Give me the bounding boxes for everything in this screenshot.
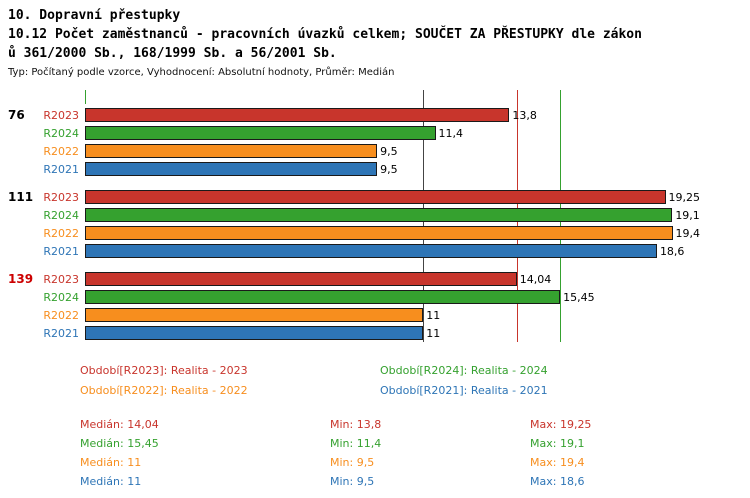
bar-area: 18,6	[85, 244, 700, 258]
bar-row: R2022 9,5	[0, 142, 750, 160]
bar-area: 19,4	[85, 226, 700, 240]
bar	[85, 162, 378, 176]
series-label: R2021	[43, 162, 79, 176]
group-label: 111	[8, 190, 34, 204]
stat-median: Medián: 14,04	[80, 418, 159, 431]
bar-group-139: 139 R2023 14,04 R2024 15,45 R2022 11 R20…	[0, 270, 750, 342]
bar	[85, 326, 424, 340]
bar-row: R2021 18,6	[0, 242, 750, 260]
legend-item-r2022: Období[R2022]: Realita - 2022	[80, 384, 248, 397]
series-label: R2023	[43, 190, 79, 204]
stat-min: Min: 11,4	[330, 437, 382, 450]
stat-min: Min: 9,5	[330, 475, 375, 488]
bar-row: R2024 11,4	[0, 124, 750, 142]
bar-row: R2021 9,5	[0, 160, 750, 178]
bar	[85, 108, 510, 122]
legend-item-r2023: Období[R2023]: Realita - 2023	[80, 364, 248, 377]
bar-row: R2022 19,4	[0, 224, 750, 242]
stat-median: Medián: 11	[80, 475, 142, 488]
bar-area: 9,5	[85, 144, 700, 158]
series-label: R2022	[43, 308, 79, 322]
bar-value-label: 11	[426, 326, 441, 340]
bar-area: 11	[85, 326, 700, 340]
series-label: R2022	[43, 226, 79, 240]
axis-start-tick	[85, 90, 86, 104]
legend: Období[R2023]: Realita - 2023 Období[R20…	[80, 362, 750, 399]
bar-area: 11	[85, 308, 700, 322]
bar-row: R2024 15,45	[0, 288, 750, 306]
bar-value-label: 19,1	[675, 208, 700, 222]
bar-value-label: 9,5	[380, 162, 398, 176]
bar-row: R2023 13,8	[0, 106, 750, 124]
bar-area: 19,1	[85, 208, 700, 222]
stat-min: Min: 13,8	[330, 418, 382, 431]
bar-group-76: 76 R2023 13,8 R2024 11,4 R2022 9,5 R2021	[0, 106, 750, 178]
group-label: 76	[8, 108, 25, 122]
bar-area: 11,4	[85, 126, 700, 140]
bar-row: R2024 19,1	[0, 206, 750, 224]
stat-max: Max: 19,1	[530, 437, 585, 450]
legend-item-r2021: Období[R2021]: Realita - 2021	[380, 384, 548, 397]
stat-max: Max: 19,25	[530, 418, 592, 431]
stats-table: Medián: 14,04 Min: 13,8 Max: 19,25 Mediá…	[80, 415, 750, 491]
bar	[85, 244, 657, 258]
report-header: 10. Dopravní přestupky 10.12 Počet zaměs…	[0, 0, 750, 80]
stat-max: Max: 18,6	[530, 475, 585, 488]
bar-row: R2023 14,04	[0, 270, 750, 288]
bar-area: 13,8	[85, 108, 700, 122]
stats-row-r2023: Medián: 14,04 Min: 13,8 Max: 19,25	[80, 415, 750, 434]
series-label: R2023	[43, 272, 79, 286]
bar-area: 15,45	[85, 290, 700, 304]
stat-median: Medián: 15,45	[80, 437, 159, 450]
stat-max: Max: 19,4	[530, 456, 585, 469]
bar	[85, 308, 424, 322]
bar-value-label: 18,6	[659, 244, 685, 258]
bar-area: 14,04	[85, 272, 700, 286]
series-label: R2024	[43, 290, 79, 304]
bar	[85, 144, 378, 158]
bar-row: R2023 19,25	[0, 188, 750, 206]
series-label: R2022	[43, 144, 79, 158]
series-label: R2024	[43, 126, 79, 140]
bar	[85, 272, 517, 286]
series-label: R2021	[43, 244, 79, 258]
bar-value-label: 19,4	[675, 226, 701, 240]
bar	[85, 208, 673, 222]
report-title-line2: 10.12 Počet zaměstnanců - pracovních úva…	[8, 27, 642, 42]
bar-value-label: 11	[426, 308, 441, 322]
bar-value-label: 14,04	[519, 272, 552, 286]
legend-item-r2024: Období[R2024]: Realita - 2024	[380, 364, 548, 377]
group-label: 139	[8, 272, 34, 286]
bar	[85, 126, 436, 140]
stat-min: Min: 9,5	[330, 456, 375, 469]
bar-row: R2022 11	[0, 306, 750, 324]
bar-group-111: 111 R2023 19,25 R2024 19,1 R2022 19,4 R2…	[0, 188, 750, 260]
bar-value-label: 11,4	[438, 126, 464, 140]
bar-area: 9,5	[85, 162, 700, 176]
bar-value-label: 9,5	[380, 144, 398, 158]
stats-row-r2021: Medián: 11 Min: 9,5 Max: 18,6	[80, 472, 750, 491]
report-subtitle: Typ: Počítaný podle vzorce, Vyhodnocení:…	[8, 67, 395, 78]
stats-row-r2022: Medián: 11 Min: 9,5 Max: 19,4	[80, 453, 750, 472]
bar-chart: 76 R2023 13,8 R2024 11,4 R2022 9,5 R2021	[0, 90, 750, 342]
report-title-line1: 10. Dopravní přestupky	[8, 8, 181, 23]
series-label: R2021	[43, 326, 79, 340]
bar-value-label: 19,25	[668, 190, 701, 204]
report-title-line3: ů 361/2000 Sb., 168/1999 Sb. a 56/2001 S…	[8, 46, 337, 61]
stat-median: Medián: 11	[80, 456, 142, 469]
bar	[85, 190, 666, 204]
bar	[85, 226, 673, 240]
bar-area: 19,25	[85, 190, 700, 204]
series-label: R2023	[43, 108, 79, 122]
series-label: R2024	[43, 208, 79, 222]
bar-value-label: 13,8	[512, 108, 537, 122]
stats-row-r2024: Medián: 15,45 Min: 11,4 Max: 19,1	[80, 434, 750, 453]
bar-value-label: 15,45	[563, 290, 595, 304]
bar-row: R2021 11	[0, 324, 750, 342]
bar	[85, 290, 561, 304]
